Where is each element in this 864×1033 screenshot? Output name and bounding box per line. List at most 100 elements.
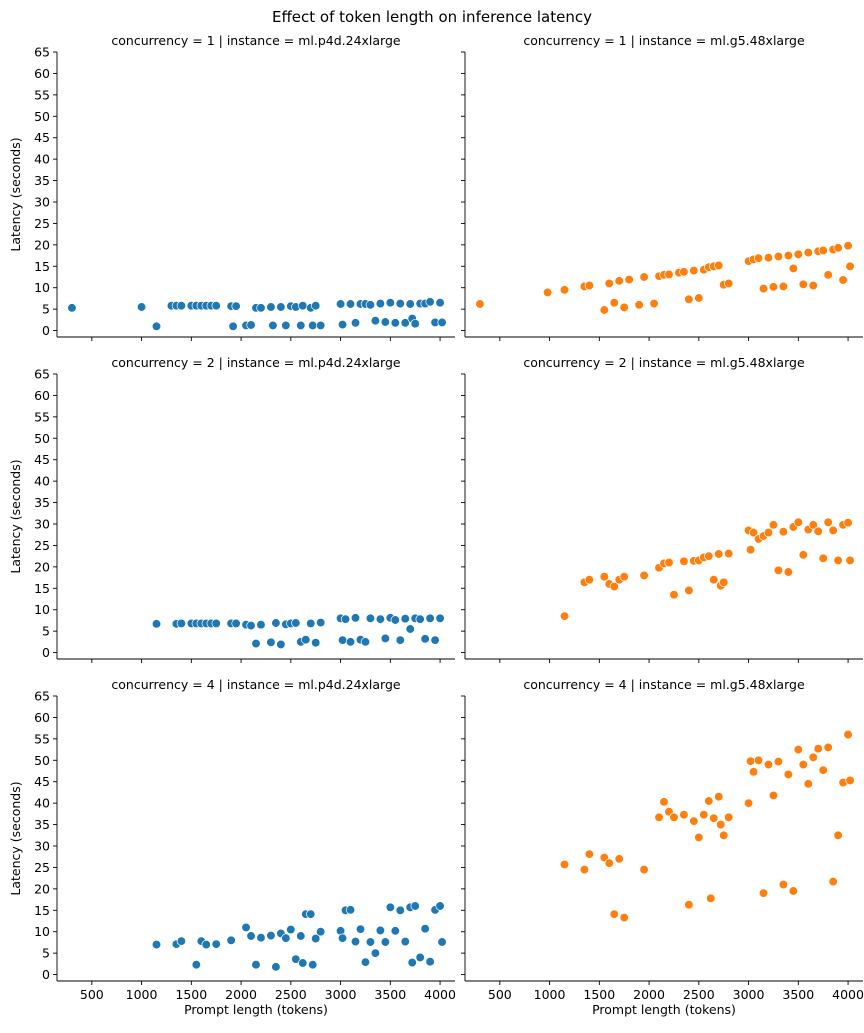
data-point	[614, 854, 624, 864]
data-point	[390, 926, 400, 936]
figure-title: Effect of token length on inference late…	[272, 8, 592, 26]
y-tick-label: 40	[34, 796, 50, 811]
data-point	[609, 909, 619, 919]
data-point	[706, 893, 716, 903]
data-point	[370, 316, 381, 326]
data-point	[211, 301, 221, 311]
data-point	[211, 939, 221, 949]
data-point	[276, 302, 286, 312]
data-point	[335, 299, 346, 309]
data-point	[380, 633, 391, 644]
scatter-points	[151, 613, 445, 650]
data-point	[311, 301, 321, 311]
y-tick-label: 5	[42, 624, 50, 639]
data-point	[753, 253, 764, 263]
data-point	[745, 545, 756, 555]
data-point	[281, 933, 291, 943]
data-point	[808, 520, 818, 530]
data-point	[714, 260, 724, 271]
data-point	[308, 960, 318, 970]
data-point	[337, 635, 348, 645]
data-point	[350, 613, 361, 623]
data-point	[684, 294, 694, 304]
data-point	[828, 525, 838, 536]
x-tick-label: 2500	[275, 987, 307, 1002]
data-point	[709, 575, 719, 585]
x-tick-label: 4000	[832, 987, 864, 1002]
data-point	[370, 948, 381, 958]
data-point	[579, 864, 590, 875]
panel-title: concurrency = 2 | instance = ml.p4d.24xl…	[111, 355, 401, 370]
data-point	[355, 924, 366, 934]
scatter-points	[559, 517, 855, 621]
data-point	[365, 937, 376, 947]
y-tick-label: 35	[34, 173, 50, 188]
data-point	[694, 293, 704, 303]
y-tick-label: 55	[34, 731, 50, 746]
data-point	[542, 287, 553, 298]
y-tick-label: 40	[34, 152, 50, 167]
data-point	[430, 635, 440, 645]
data-point	[798, 550, 808, 560]
data-point	[400, 318, 410, 328]
data-point	[773, 756, 784, 767]
data-point	[684, 585, 694, 596]
data-point	[716, 819, 726, 830]
data-point	[400, 614, 410, 624]
data-point	[763, 253, 774, 263]
data-point	[405, 299, 415, 309]
data-point	[604, 858, 614, 868]
panel-4: concurrency = 2 | instance = ml.g5.48xla…	[461, 355, 863, 663]
data-point	[136, 302, 147, 312]
data-point	[281, 320, 291, 331]
data-point	[845, 261, 855, 271]
data-point	[415, 952, 425, 963]
data-point	[226, 935, 236, 945]
data-point	[311, 933, 321, 944]
data-point	[365, 613, 376, 623]
y-tick-label: 25	[34, 538, 50, 553]
data-point	[437, 317, 447, 328]
data-point	[599, 572, 609, 582]
data-point	[176, 301, 187, 311]
data-point	[803, 779, 813, 789]
y-tick-label: 10	[34, 602, 50, 617]
data-point	[301, 635, 311, 645]
x-tick-label: 2500	[683, 987, 715, 1002]
data-point	[201, 939, 211, 950]
x-tick-label: 2000	[225, 987, 257, 1002]
data-point	[266, 302, 276, 312]
data-point	[783, 567, 794, 577]
data-point	[793, 517, 803, 527]
x-tick-label: 3000	[733, 987, 765, 1002]
data-point	[748, 527, 759, 538]
y-tick-label: 50	[34, 431, 50, 446]
y-tick-label: 60	[34, 388, 50, 403]
panels-layer: concurrency = 1 | instance = ml.p4d.24xl…	[8, 33, 864, 1017]
y-tick-label: 40	[34, 474, 50, 489]
data-point	[246, 931, 256, 941]
data-point	[228, 321, 238, 331]
data-point	[818, 245, 828, 256]
y-tick-label: 0	[42, 967, 50, 982]
x-tick-label: 4000	[424, 987, 456, 1002]
y-tick-label: 30	[34, 839, 50, 854]
data-point	[788, 263, 798, 274]
data-point	[380, 317, 391, 327]
data-point	[345, 299, 356, 309]
data-point	[425, 613, 435, 623]
y-tick-label: 50	[34, 109, 50, 124]
data-point	[380, 937, 391, 947]
panel-1: concurrency = 1 | instance = ml.p4d.24xl…	[8, 33, 455, 341]
data-point	[709, 813, 719, 823]
data-point	[803, 247, 813, 258]
y-axis-label: Latency (seconds)	[8, 459, 23, 573]
data-point	[833, 555, 843, 566]
data-point	[191, 960, 201, 970]
y-tick-label: 20	[34, 881, 50, 896]
data-point	[704, 796, 714, 806]
y-tick-label: 20	[34, 237, 50, 252]
data-point	[151, 619, 162, 629]
data-point	[664, 269, 674, 280]
